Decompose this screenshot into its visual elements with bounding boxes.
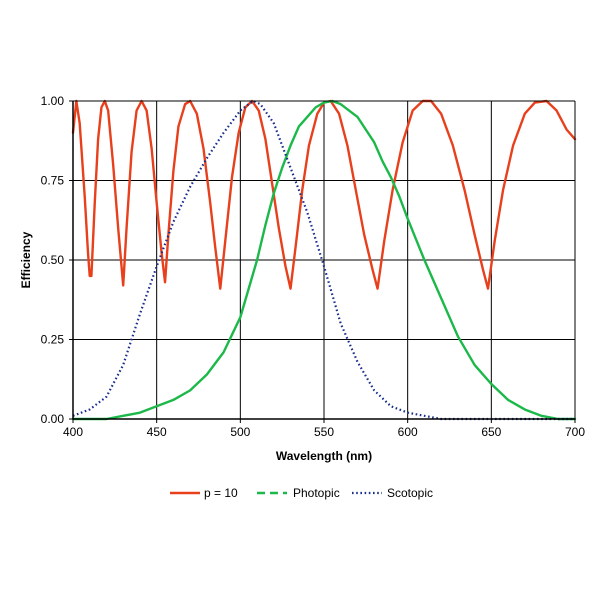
y-axis-label: Efficiency <box>19 231 33 288</box>
y-tick-label: 0.00 <box>41 412 65 426</box>
x-tick-label: 650 <box>481 425 501 439</box>
legend: p = 10 Photopic Scotopic <box>170 486 433 500</box>
legend-label-photopic: Photopic <box>293 486 340 500</box>
y-tick-label: 0.25 <box>41 333 65 347</box>
series-line-photopic <box>71 99 577 421</box>
x-axis-label: Wavelength (nm) <box>276 449 372 463</box>
x-tick-label: 700 <box>565 425 585 439</box>
series-line-p-10 <box>71 99 577 290</box>
axes-layer <box>69 100 576 423</box>
tick-labels: 400 450 500 550 600 650 700 0.00 0.25 0.50 0.75 1.0… <box>41 94 586 439</box>
series-layer <box>71 99 577 421</box>
x-tick-label: 500 <box>230 425 250 439</box>
legend-label-scotopic: Scotopic <box>387 486 433 500</box>
y-tick-label: 1.00 <box>41 94 65 108</box>
x-tick-label: 550 <box>314 425 334 439</box>
x-tick-label: 600 <box>398 425 418 439</box>
x-tick-label: 400 <box>63 425 83 439</box>
legend-label-p10: p = 10 <box>204 486 238 500</box>
y-tick-label: 0.50 <box>41 253 65 267</box>
x-tick-label: 450 <box>147 425 167 439</box>
y-tick-label: 0.75 <box>41 174 65 188</box>
